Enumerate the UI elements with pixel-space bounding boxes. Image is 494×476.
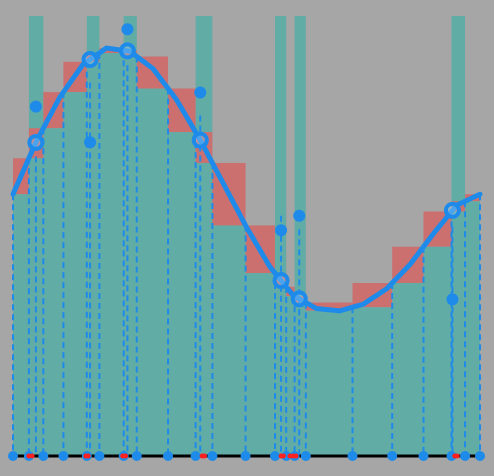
axis-point — [460, 451, 471, 461]
axis-red-mark — [201, 453, 207, 459]
sample-point — [443, 201, 461, 219]
axis-point — [347, 451, 358, 461]
axis-point — [94, 451, 105, 461]
axis-red-mark — [454, 453, 460, 459]
scatter-point — [275, 224, 288, 237]
axis-point — [269, 451, 280, 461]
axis-red-mark — [85, 453, 91, 459]
scatter-point — [446, 293, 459, 306]
bar-lower — [352, 307, 393, 456]
bar-lower — [13, 194, 29, 456]
axis-point — [163, 451, 174, 461]
axis-point — [475, 451, 485, 461]
axis-red-mark — [280, 453, 286, 459]
axis-point — [418, 451, 429, 461]
dashed-guides — [12, 50, 481, 456]
scatter-point — [121, 23, 134, 36]
scattered-points — [29, 23, 459, 306]
bar-lower — [136, 88, 169, 457]
bar-lower — [63, 92, 87, 457]
axis-point — [240, 451, 251, 461]
bar-lower — [245, 273, 275, 456]
bar-lower — [43, 128, 64, 456]
sample-point — [118, 42, 136, 60]
tall-bar — [294, 16, 306, 456]
sample-point — [290, 290, 308, 308]
sample-point — [272, 272, 290, 290]
axis-point — [131, 451, 142, 461]
bar-lower — [123, 56, 137, 456]
axis-point — [8, 451, 18, 461]
bar-lower — [86, 61, 100, 457]
riemann-bars — [13, 48, 480, 457]
axis-point — [281, 451, 292, 461]
axis-point — [446, 451, 457, 461]
bar-lower — [294, 302, 306, 456]
axis-point — [387, 451, 398, 461]
bar-upper — [305, 302, 353, 311]
axis-point — [38, 451, 49, 461]
sample-point — [27, 133, 45, 151]
axis-points — [8, 451, 485, 461]
bar-lower — [168, 132, 196, 456]
axis-point — [190, 451, 201, 461]
axis-point — [300, 451, 311, 461]
bar-lower — [286, 296, 295, 456]
bar-lower — [212, 225, 246, 456]
bar-lower — [423, 246, 452, 456]
sample-point — [191, 131, 209, 149]
axis-point — [58, 451, 69, 461]
bar-lower — [392, 282, 424, 456]
bar-lower — [305, 310, 353, 456]
bar-lower — [465, 201, 480, 456]
sample-point — [81, 51, 99, 69]
scatter-point — [84, 136, 97, 149]
function-curve — [10, 45, 483, 314]
scatter-point — [29, 100, 42, 113]
scatter-point — [293, 209, 306, 222]
scatter-point — [194, 86, 207, 99]
bar-lower — [99, 53, 124, 457]
bar-lower — [195, 162, 213, 456]
axis-point — [207, 451, 218, 461]
axis-red-mark — [123, 453, 129, 459]
axis-red-mark — [293, 453, 299, 459]
axis-red-mark — [29, 453, 35, 459]
axis-red-marks — [26, 453, 460, 459]
sample-points — [27, 42, 461, 308]
bar-lower — [451, 211, 466, 456]
